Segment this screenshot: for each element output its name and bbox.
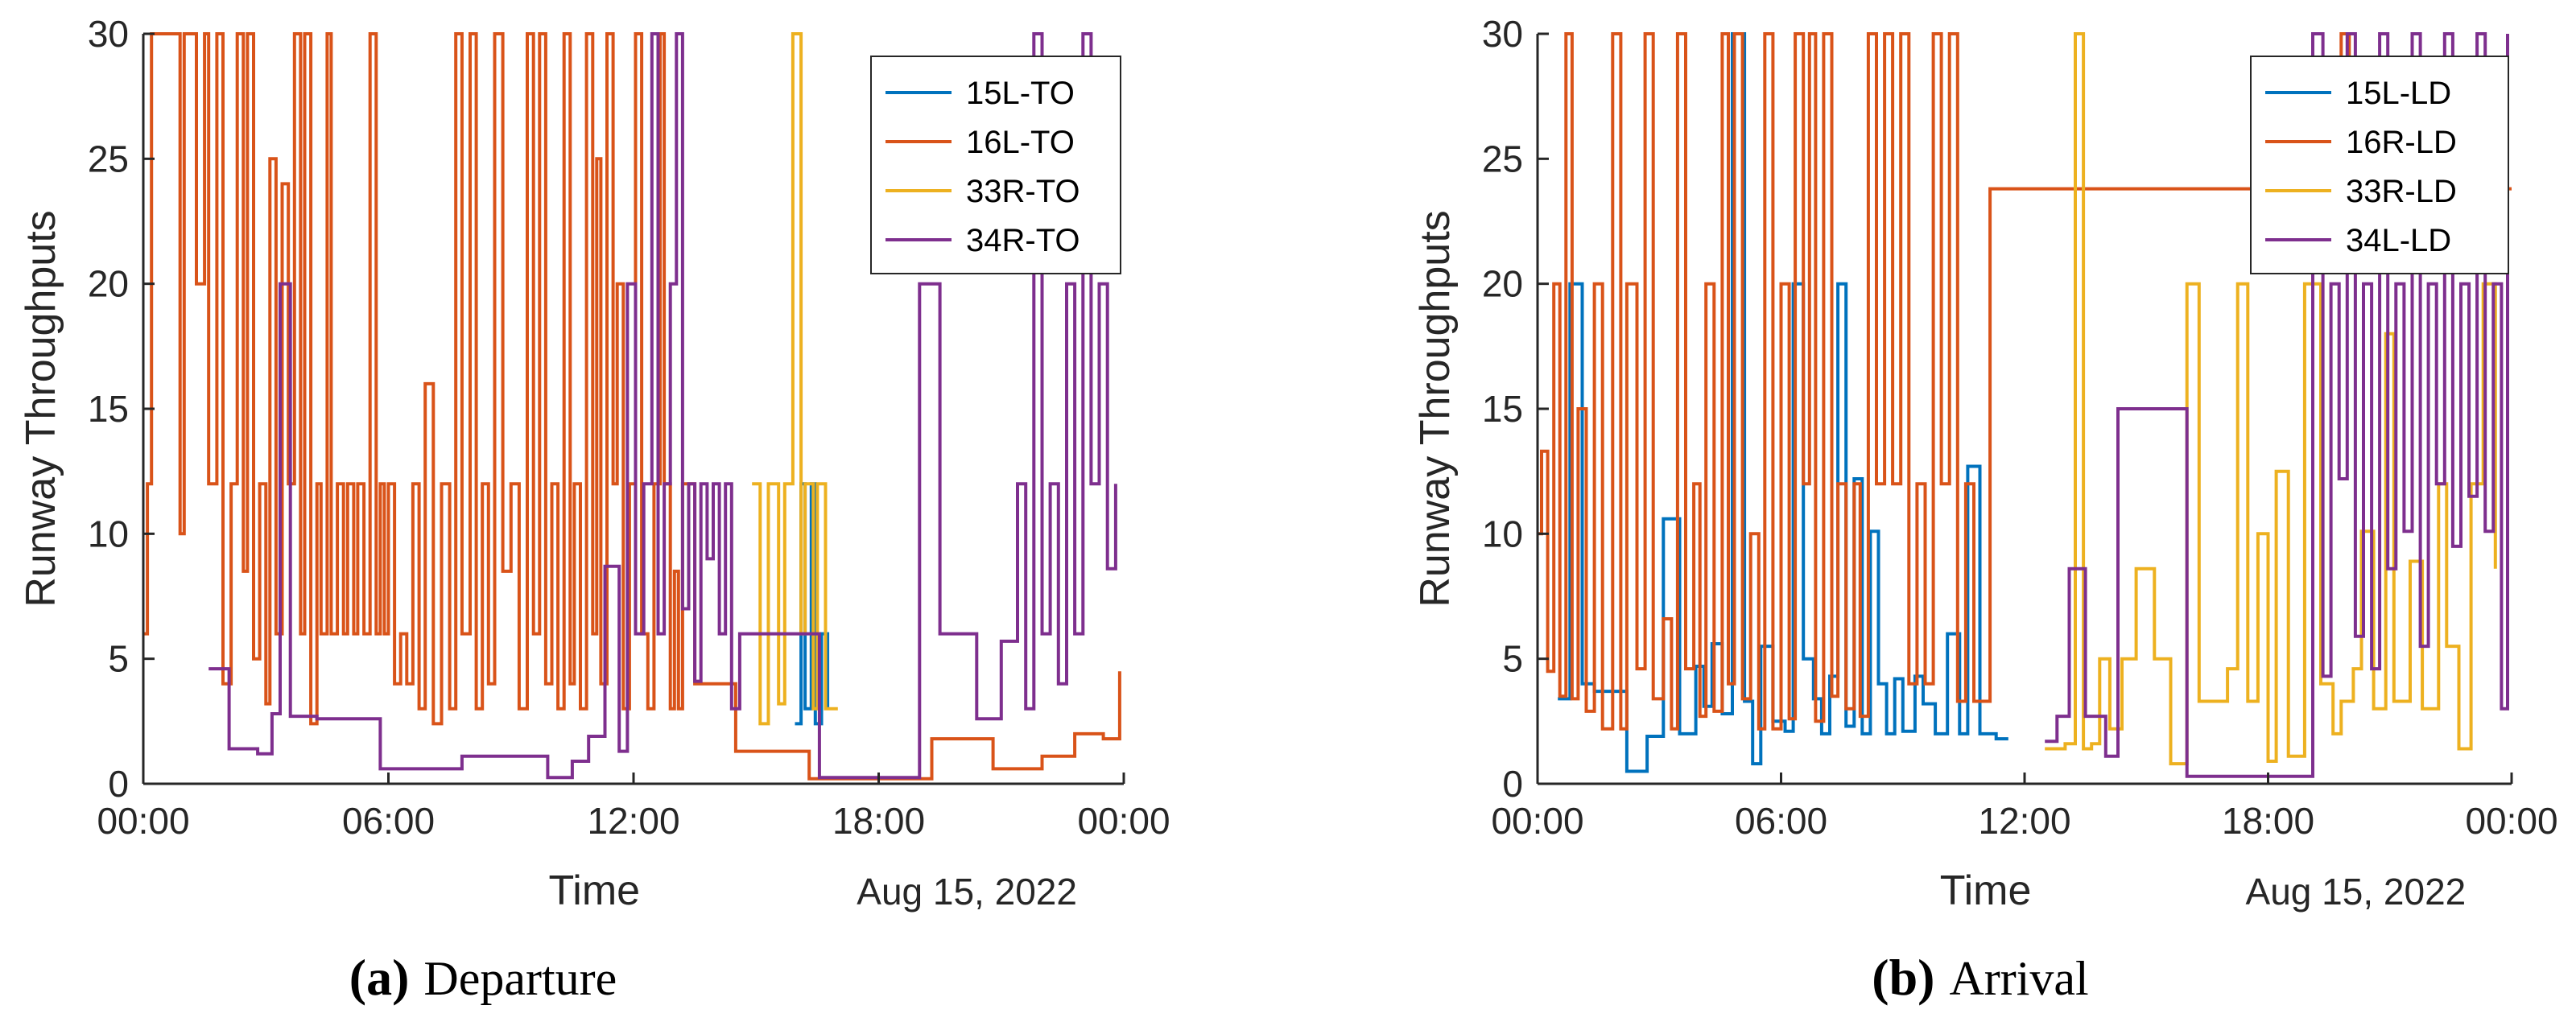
y-tick-label: 0 [108,763,129,805]
x-tick-label: 18:00 [2222,800,2314,842]
x-tick-label: 06:00 [1735,800,1827,842]
series-line-16l-to [143,32,1121,781]
series-line-34r-to [208,32,1117,780]
series-line-16r-ld [1538,32,2512,731]
panel-caption: (a) Departure [349,949,617,1006]
legend-entry: 33R-TO [966,174,1080,209]
y-tick-label: 20 [1482,263,1523,305]
caption-letter: (a) [349,949,410,1006]
legend-entry: 34L-LD [2346,223,2451,258]
x-tick-label: 18:00 [832,800,925,842]
y-axis-label: Runway Throughputs [1412,210,1459,607]
series-line-33r-to [752,32,838,726]
legend-entry: 15L-LD [2346,76,2451,111]
y-tick-label: 15 [88,388,129,430]
series-line-15l-ld [1558,32,2008,773]
y-axis-label: Runway Throughputs [18,210,64,607]
x-tick-label: 00:00 [97,800,189,842]
x-tick-label: 12:00 [1978,800,2070,842]
legend-entry: 34R-TO [966,223,1080,258]
y-tick-label: 10 [88,513,129,554]
caption-text: Departure [423,952,617,1005]
date-label: Aug 15, 2022 [857,871,1077,913]
x-tick-label: 06:00 [342,800,435,842]
legend-entry: 16L-TO [966,125,1075,160]
y-tick-label: 5 [108,638,129,680]
x-tick-label: 00:00 [2465,800,2557,842]
y-tick-label: 25 [1482,138,1523,179]
legend-entry: 33R-LD [2346,174,2457,209]
legend: 15L-LD 16R-LD 33R-LD 34L-LD [2250,56,2509,274]
date-label: Aug 15, 2022 [2246,871,2467,913]
legend-entry: 15L-TO [966,76,1075,111]
x-axis-label: Time [1940,867,2032,914]
caption-text: Arrival [1949,952,2088,1005]
caption-letter: (b) [1872,949,1934,1006]
y-tick-label: 20 [88,263,129,305]
y-tick-label: 15 [1482,388,1523,430]
chart-arrival: 0 5 10 15 20 25 30 00:00 06:00 12:00 18:00 00:00 Tim… [1412,13,2558,1006]
legend: 15L-TO 16L-TO 33R-TO 34R-TO [870,56,1121,274]
panel-caption: (b) Arrival [1872,949,2088,1006]
y-tick-label: 25 [88,138,129,179]
chart-departure: 0 5 10 15 20 25 30 00:00 06:00 12:00 18:00 00:00 Tim… [18,13,1170,1006]
series-group [143,32,1121,781]
x-axis-label: Time [548,867,640,914]
series-line-34l-ld [2045,32,2509,778]
x-tick-label: 12:00 [587,800,679,842]
y-tick-label: 10 [1482,513,1523,554]
y-tick-label: 5 [1502,638,1523,680]
series-group [1538,32,2512,778]
y-tick-label: 30 [1482,13,1523,55]
y-tick-label: 0 [1502,763,1523,805]
x-tick-label: 00:00 [1077,800,1170,842]
legend-entry: 16R-LD [2346,125,2457,160]
y-tick-label: 30 [88,13,129,55]
x-tick-label: 00:00 [1491,800,1583,842]
series-line-33r-ld [2045,32,2497,766]
